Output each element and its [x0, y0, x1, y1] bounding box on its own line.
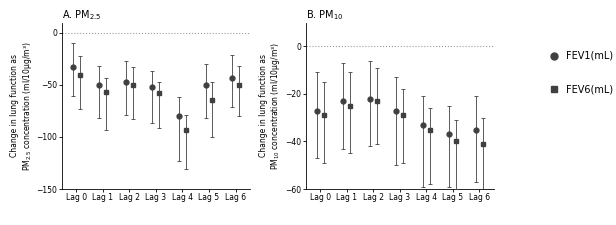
Text: FEV6(mL): FEV6(mL) [566, 84, 614, 94]
Text: A. PM$_{2.5}$: A. PM$_{2.5}$ [62, 9, 101, 22]
Text: B. PM$_{10}$: B. PM$_{10}$ [306, 9, 343, 22]
Text: FEV1(mL): FEV1(mL) [566, 51, 614, 61]
Y-axis label: Change in lung function as
PM$_{10}$ concentration (ml/10μg/m³): Change in lung function as PM$_{10}$ con… [259, 42, 283, 170]
Y-axis label: Change in lung function as
PM$_{2.5}$ concentration (ml/10μg/m³): Change in lung function as PM$_{2.5}$ co… [10, 41, 34, 171]
